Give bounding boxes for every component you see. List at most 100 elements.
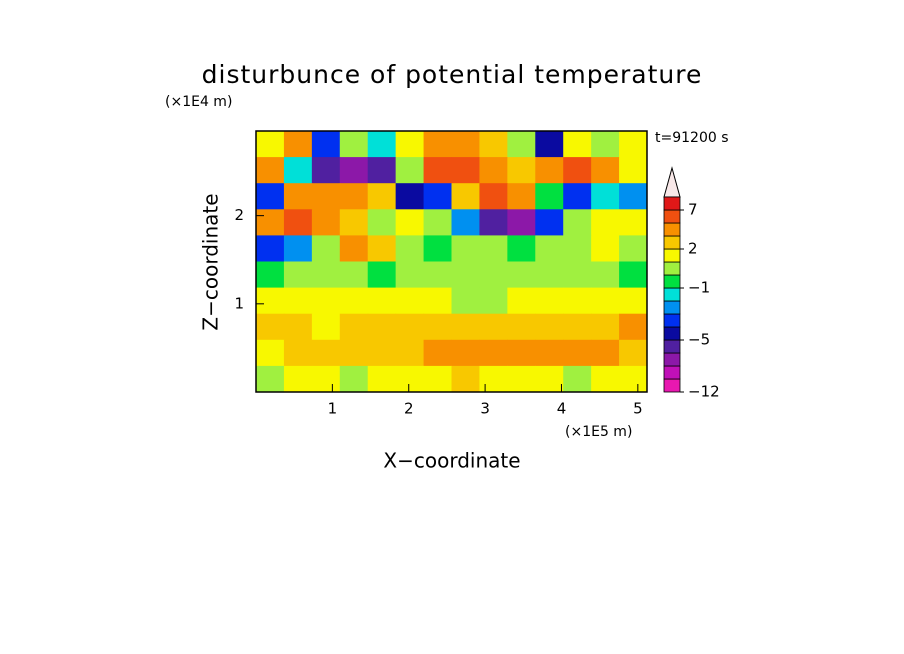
contour-cell [283,209,313,236]
time-label: t=91200 s [655,130,729,146]
contour-cell [311,261,341,289]
contour-cell [256,183,285,210]
contour-cell [339,261,369,289]
x-tick-label: 1 [328,400,338,418]
contour-cell [339,209,369,236]
contour-cell [256,157,285,184]
contour-cell [507,131,536,158]
colorbar-segment [663,313,681,328]
contour-cell [479,157,508,184]
colorbar-tick-label: 7 [688,201,698,219]
contour-cell [535,235,564,262]
contour-cell [339,313,369,341]
contour-cell [507,313,536,341]
colorbar-tick-label: −5 [688,331,710,349]
contour-cell [367,287,397,315]
contour-cell [395,235,425,262]
colorbar-extension [663,166,681,198]
contour-cell [423,261,452,289]
x-axis-label: X−coordinate [383,449,520,473]
x-tick-label: 5 [633,400,643,418]
contour-cell [423,157,452,184]
contour-cell [283,183,313,210]
contour-cell [283,339,313,367]
contour-cell [479,235,508,262]
contour-cell [619,131,648,158]
contour-cell [563,157,592,184]
contour-cell [563,287,592,315]
contour-cell [395,313,425,341]
contour-cell [619,183,648,210]
contour-cell [535,131,564,158]
contour-cell [563,183,592,210]
x-tick-label: 2 [404,400,414,418]
contour-cell [507,209,536,236]
contour-cell [563,313,592,341]
colorbar-segment [663,261,681,276]
contour-cell [535,365,564,393]
contour-cell [311,131,341,158]
colorbar-segment [663,222,681,237]
contour-cell [283,313,313,341]
contour-cell [563,209,592,236]
contour-cell [479,209,508,236]
contour-cell [367,261,397,289]
contour-cell [619,209,648,236]
contour-cell [591,313,620,341]
contour-cell [256,339,285,367]
contour-cell [339,365,369,393]
contour-cell [591,183,620,210]
contour-field [256,131,648,393]
contour-cell [256,261,285,289]
colorbar-tick-label: −1 [688,279,710,297]
contour-cell [339,339,369,367]
contour-cell [395,339,425,367]
contour-cell [311,339,341,367]
contour-cell [535,261,564,289]
colorbar-segment [663,248,681,263]
contour-cell [451,261,480,289]
contour-cell [619,287,648,315]
contour-cell [256,313,285,341]
contour-cell [563,339,592,367]
contour-cell [395,157,425,184]
colorbar-segment [663,287,681,302]
y-tick-label: 1 [234,294,244,312]
colorbar-segment [663,300,681,315]
colorbar-segment [663,352,681,367]
colorbar-segment [663,196,681,211]
contour-cell [479,287,508,315]
contour-cell [451,209,480,236]
contour-cell [311,365,341,393]
colorbar-segment [663,378,681,393]
contour-cell [423,287,452,315]
contour-cell [339,157,369,184]
contour-cell [423,235,452,262]
contour-cell [535,209,564,236]
contour-cell [507,339,536,367]
contour-cell [563,235,592,262]
colorbar-segment [663,274,681,289]
contour-cell [395,261,425,289]
contour-cell [283,235,313,262]
contour-cell [451,339,480,367]
contour-cell [423,209,452,236]
colorbar-segment [663,209,681,224]
chart-title: disturbunce of potential temperature [202,60,703,89]
contour-cell [591,131,620,158]
contour-cell [283,287,313,315]
colorbar-segment [663,326,681,341]
x-tick-label: 4 [557,400,567,418]
contour-cell [367,157,397,184]
contour-cell [479,339,508,367]
contour-cell [311,209,341,236]
contour-cell [395,183,425,210]
contour-cell [367,209,397,236]
contour-cell [283,131,313,158]
contour-cell [311,287,341,315]
contour-cell [367,235,397,262]
contour-cell [311,313,341,341]
contour-cell [339,131,369,158]
contour-cell [395,365,425,393]
colorbar-tick-label: −12 [688,383,720,401]
